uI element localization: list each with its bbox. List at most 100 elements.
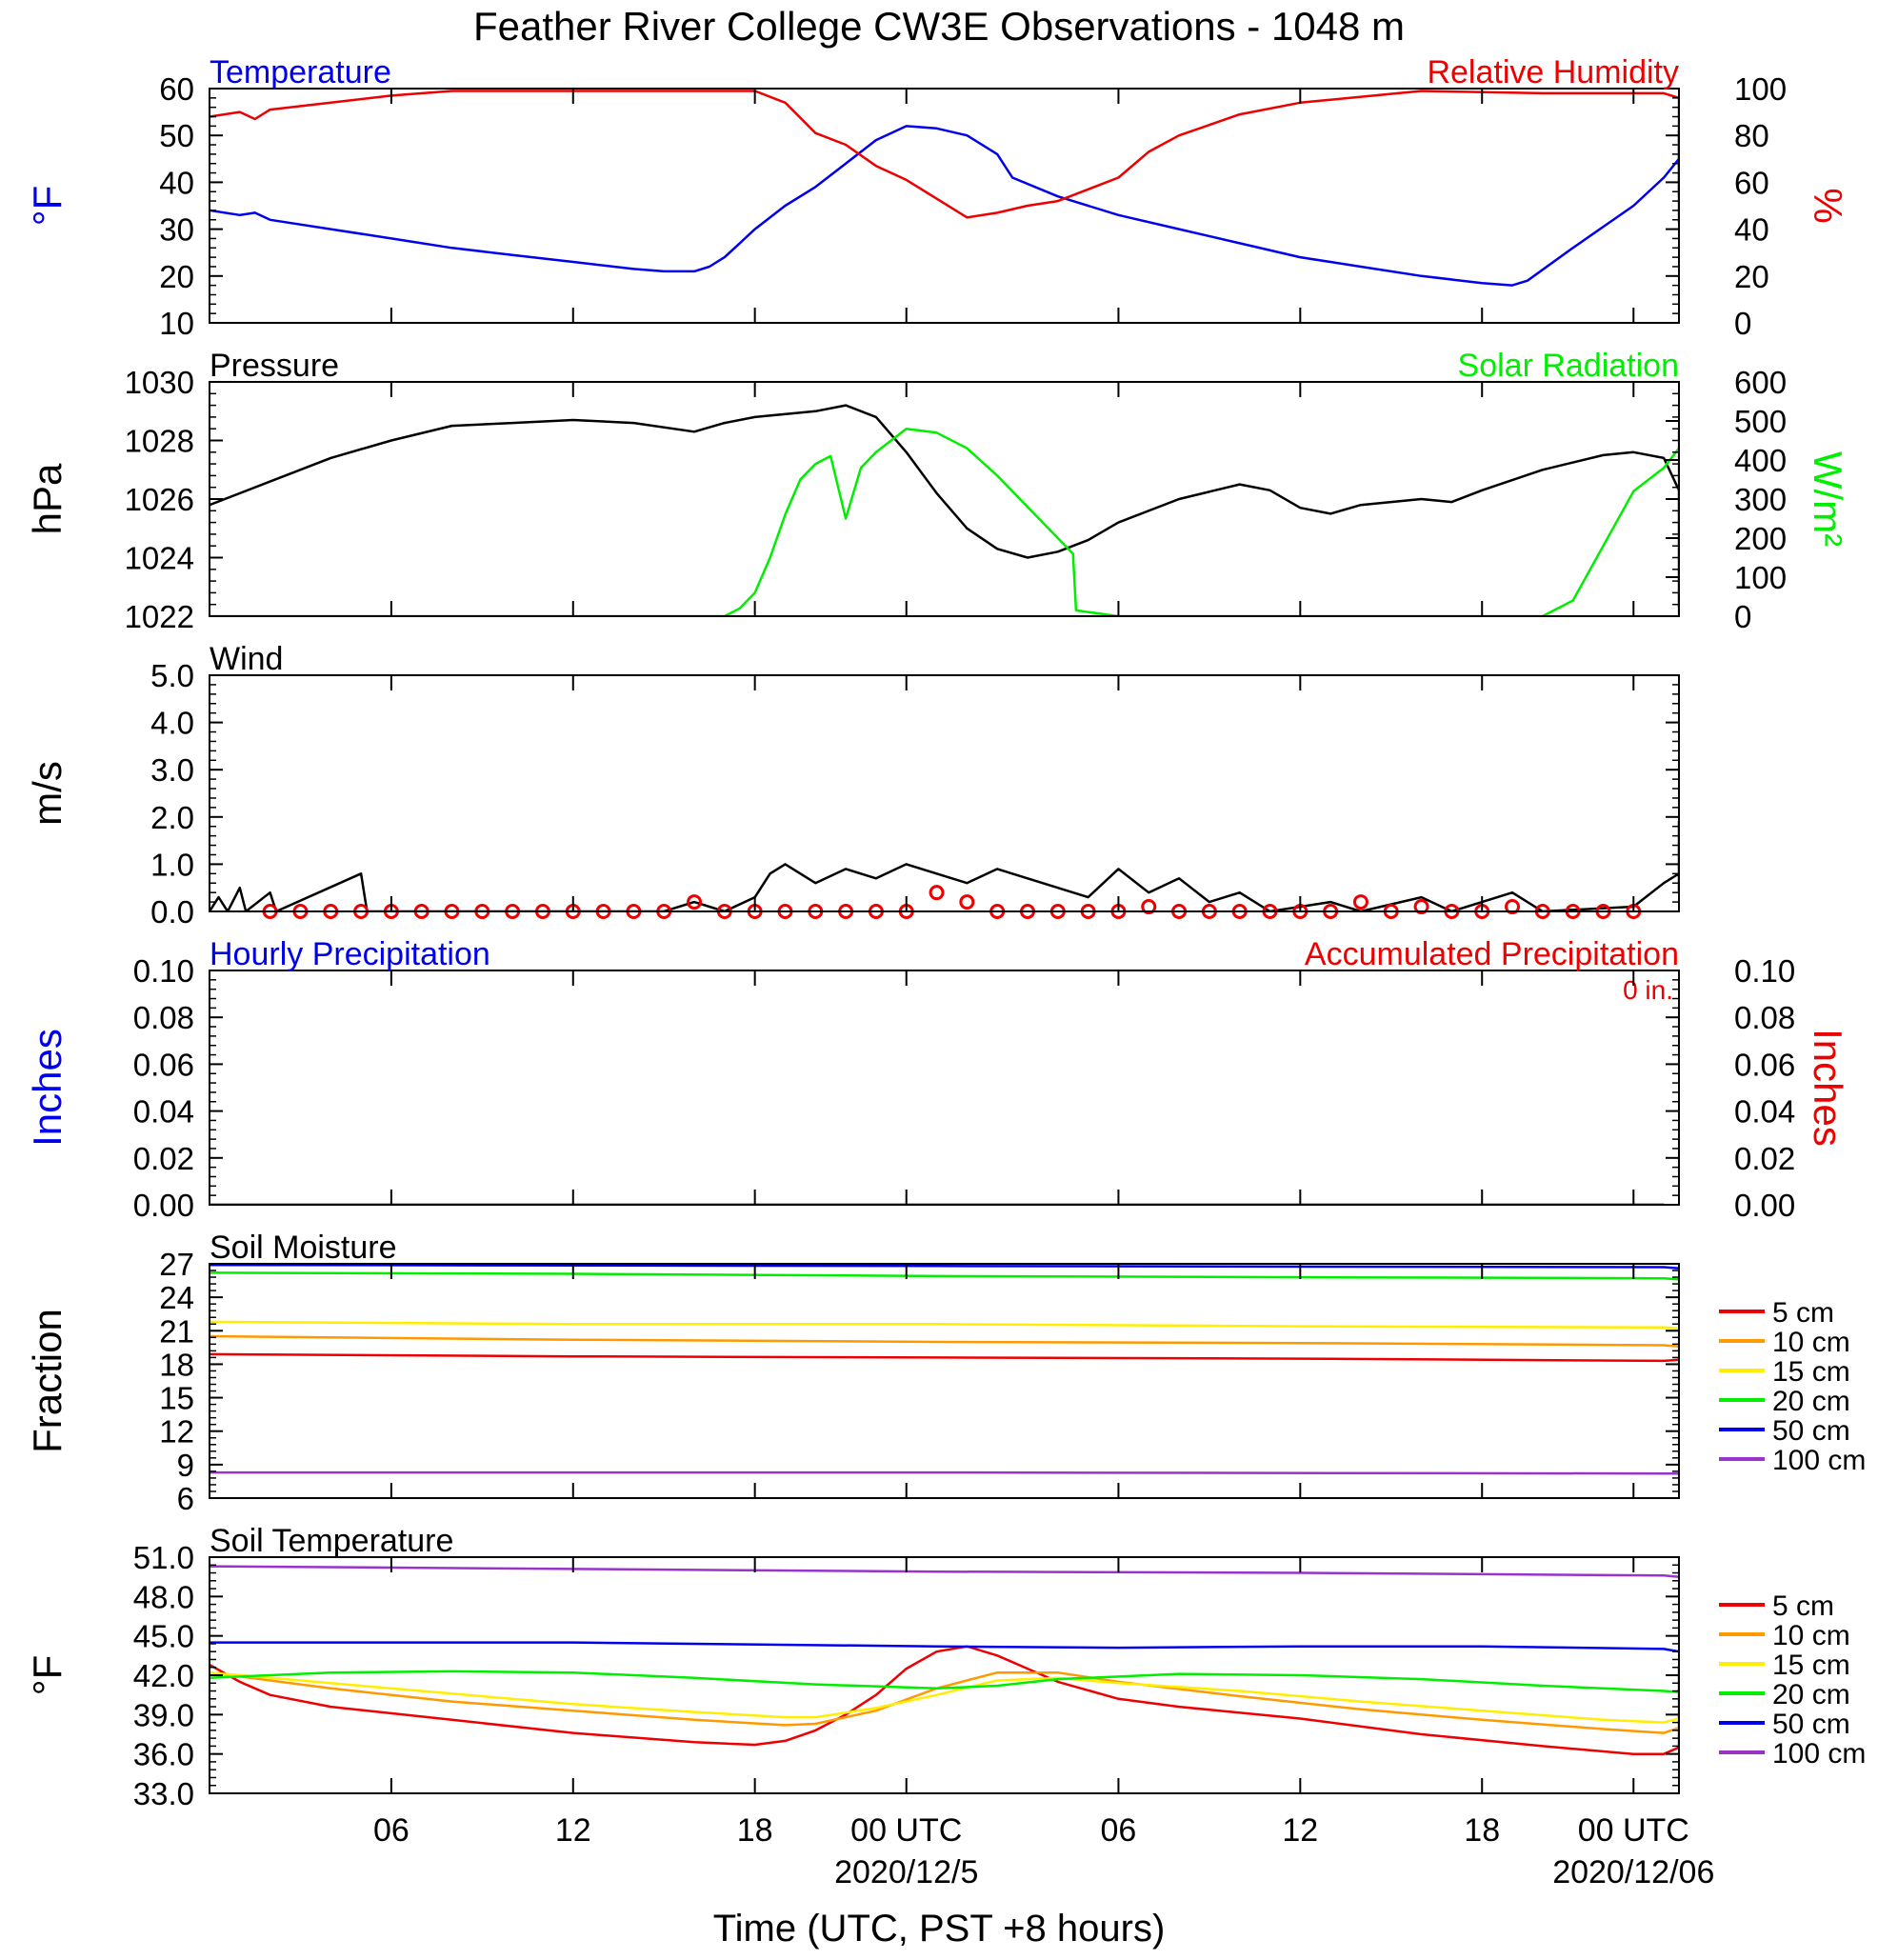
legend-label: 50 cm bbox=[1772, 1415, 1850, 1447]
legend-label: 5 cm bbox=[1772, 1297, 1834, 1329]
y-tick-label-right: 40 bbox=[1734, 212, 1769, 248]
wind-calm-marker bbox=[1352, 894, 1369, 910]
y-axis-label-left: °F bbox=[25, 186, 70, 226]
legend-label: 15 cm bbox=[1772, 1356, 1850, 1388]
y-tick-label-left: 21 bbox=[159, 1313, 194, 1349]
y-tick-label-right: 0.08 bbox=[1734, 1000, 1795, 1035]
y-tick-label-right: 0 bbox=[1734, 599, 1751, 634]
y-axis-label-left: m/s bbox=[25, 761, 70, 826]
y-tick-label-left: 9 bbox=[177, 1448, 194, 1483]
y-tick-label-left: 27 bbox=[159, 1247, 194, 1282]
y-axis-label-left: Fraction bbox=[25, 1309, 70, 1453]
series-group bbox=[210, 820, 1679, 911]
y-tick-label-right: 0.06 bbox=[1734, 1047, 1795, 1082]
series-group bbox=[210, 90, 1679, 287]
x-tick-label: 06 bbox=[1101, 1812, 1137, 1849]
y-tick-label-left: 1.0 bbox=[150, 847, 194, 882]
panel-title-right: Relative Humidity bbox=[1427, 54, 1679, 90]
series-line-50-cm bbox=[210, 1264, 1679, 1270]
y-tick-label-left: 24 bbox=[159, 1280, 194, 1315]
y-tick-label-left: 12 bbox=[159, 1414, 194, 1450]
series-line-10-cm bbox=[210, 1334, 1679, 1348]
panel-title-left: Hourly Precipitation bbox=[210, 936, 490, 972]
series-line-5-cm bbox=[210, 1645, 1679, 1755]
legend-label: 15 cm bbox=[1772, 1650, 1850, 1681]
y-tick-label-left: 33.0 bbox=[133, 1776, 194, 1811]
panel-frame bbox=[209, 1263, 1680, 1499]
y-tick-label-right: 60 bbox=[1734, 165, 1769, 200]
y-tick-label-left: 0.0 bbox=[150, 894, 194, 930]
y-tick-label-right: 100 bbox=[1734, 560, 1787, 595]
y-tick-label-left: 1022 bbox=[125, 599, 194, 634]
x-axis-label: Time (UTC, PST +8 hours) bbox=[713, 1908, 1166, 1950]
y-tick-label-right: 100 bbox=[1734, 71, 1787, 107]
y-tick-label-left: 18 bbox=[159, 1347, 194, 1382]
series-line-20-cm bbox=[210, 1670, 1679, 1694]
y-tick-label-right: 0.10 bbox=[1734, 953, 1795, 989]
y-tick-label-left: 0.06 bbox=[133, 1047, 194, 1082]
wind-calm-marker bbox=[687, 894, 703, 910]
y-tick-label-left: 36.0 bbox=[133, 1737, 194, 1772]
x-tick-sublabel: 2020/12/06 bbox=[1552, 1854, 1714, 1890]
x-tick-label: 00 UTC bbox=[850, 1812, 962, 1849]
panel-title-left: Temperature bbox=[210, 54, 391, 90]
y-axis-label-left: hPa bbox=[25, 463, 70, 534]
y-tick-label-left: 0.10 bbox=[133, 953, 194, 989]
y-tick-label-left: 40 bbox=[159, 165, 194, 200]
legend-label: 10 cm bbox=[1772, 1327, 1850, 1358]
panel-6: 33.0 36.0 39.0 42.0 45.0 48.0 51.0 Soil Tempera… bbox=[25, 1523, 1866, 1811]
series-line-15-cm bbox=[210, 1320, 1679, 1330]
legend-label: 100 cm bbox=[1772, 1738, 1866, 1770]
panel-1: 10 20 30 40 50 60 0 20 40 60 80 100 Temperature Relat… bbox=[25, 54, 1850, 341]
x-tick-sublabel: 2020/12/5 bbox=[834, 1854, 978, 1890]
y-axis-label-right: W/m² bbox=[1806, 451, 1850, 547]
y-tick-label-left: 60 bbox=[159, 71, 194, 107]
x-axis-layer: 06 12 18 00 UTC 2020/12/5 06 12 18 00 UTC 2020/12… bbox=[373, 1812, 1714, 1890]
y-tick-label-right: 500 bbox=[1734, 404, 1787, 439]
panel-title-left: Soil Moisture bbox=[210, 1230, 397, 1266]
wind-calm-marker bbox=[1505, 899, 1521, 915]
y-tick-label-left: 1024 bbox=[125, 541, 194, 576]
series-line-20-cm bbox=[210, 1271, 1679, 1281]
panel-4: 0.00 0.02 0.04 0.06 0.08 0.10 0.00 0.02 0.04 0.06… bbox=[25, 936, 1850, 1223]
y-tick-label-left: 48.0 bbox=[133, 1579, 194, 1614]
panel-frame bbox=[209, 88, 1680, 324]
series-line-5-cm bbox=[210, 1352, 1679, 1363]
y-tick-label-left: 20 bbox=[159, 259, 194, 294]
y-tick-label-left: 1028 bbox=[125, 424, 194, 459]
y-tick-label-right: 20 bbox=[1734, 259, 1769, 294]
wind-calm-marker bbox=[1413, 899, 1429, 915]
y-tick-label-left: 1026 bbox=[125, 482, 194, 517]
y-tick-label-left: 42.0 bbox=[133, 1658, 194, 1693]
series-line-1 bbox=[210, 820, 1679, 911]
panel-3: 0.0 1.0 2.0 3.0 4.0 5.0 Wind m/s bbox=[25, 641, 1680, 930]
series-line-1 bbox=[210, 404, 1679, 610]
y-tick-label-left: 0.08 bbox=[133, 1000, 194, 1035]
y-tick-label-left: 5.0 bbox=[150, 658, 194, 693]
series-line-100-cm bbox=[210, 1565, 1679, 1578]
y-tick-label-left: 3.0 bbox=[150, 752, 194, 788]
y-axis-label-left: Inches bbox=[25, 1029, 70, 1147]
y-tick-label-right: 0 bbox=[1734, 306, 1751, 341]
legend-label: 10 cm bbox=[1772, 1620, 1850, 1651]
legend-label: 20 cm bbox=[1772, 1386, 1850, 1417]
x-tick-label: 18 bbox=[1464, 1812, 1500, 1849]
y-tick-label-right: 400 bbox=[1734, 443, 1787, 478]
panel-title-left: Pressure bbox=[210, 348, 339, 384]
series-group bbox=[210, 1565, 1679, 1755]
series-line-2 bbox=[210, 427, 1679, 616]
x-tick-label: 00 UTC bbox=[1578, 1812, 1689, 1849]
page-title: Feather River College CW3E Observations … bbox=[473, 4, 1405, 49]
x-tick-label: 18 bbox=[737, 1812, 773, 1849]
legend-label: 5 cm bbox=[1772, 1590, 1834, 1622]
series-line-50-cm bbox=[210, 1641, 1679, 1653]
y-tick-label-right: 80 bbox=[1734, 118, 1769, 153]
y-tick-label-left: 4.0 bbox=[150, 706, 194, 741]
legend-label: 100 cm bbox=[1772, 1445, 1866, 1476]
legend-label: 50 cm bbox=[1772, 1709, 1850, 1740]
y-tick-label-left: 50 bbox=[159, 118, 194, 153]
series-line-100-cm bbox=[210, 1470, 1679, 1475]
y-tick-label-right: 600 bbox=[1734, 365, 1787, 400]
